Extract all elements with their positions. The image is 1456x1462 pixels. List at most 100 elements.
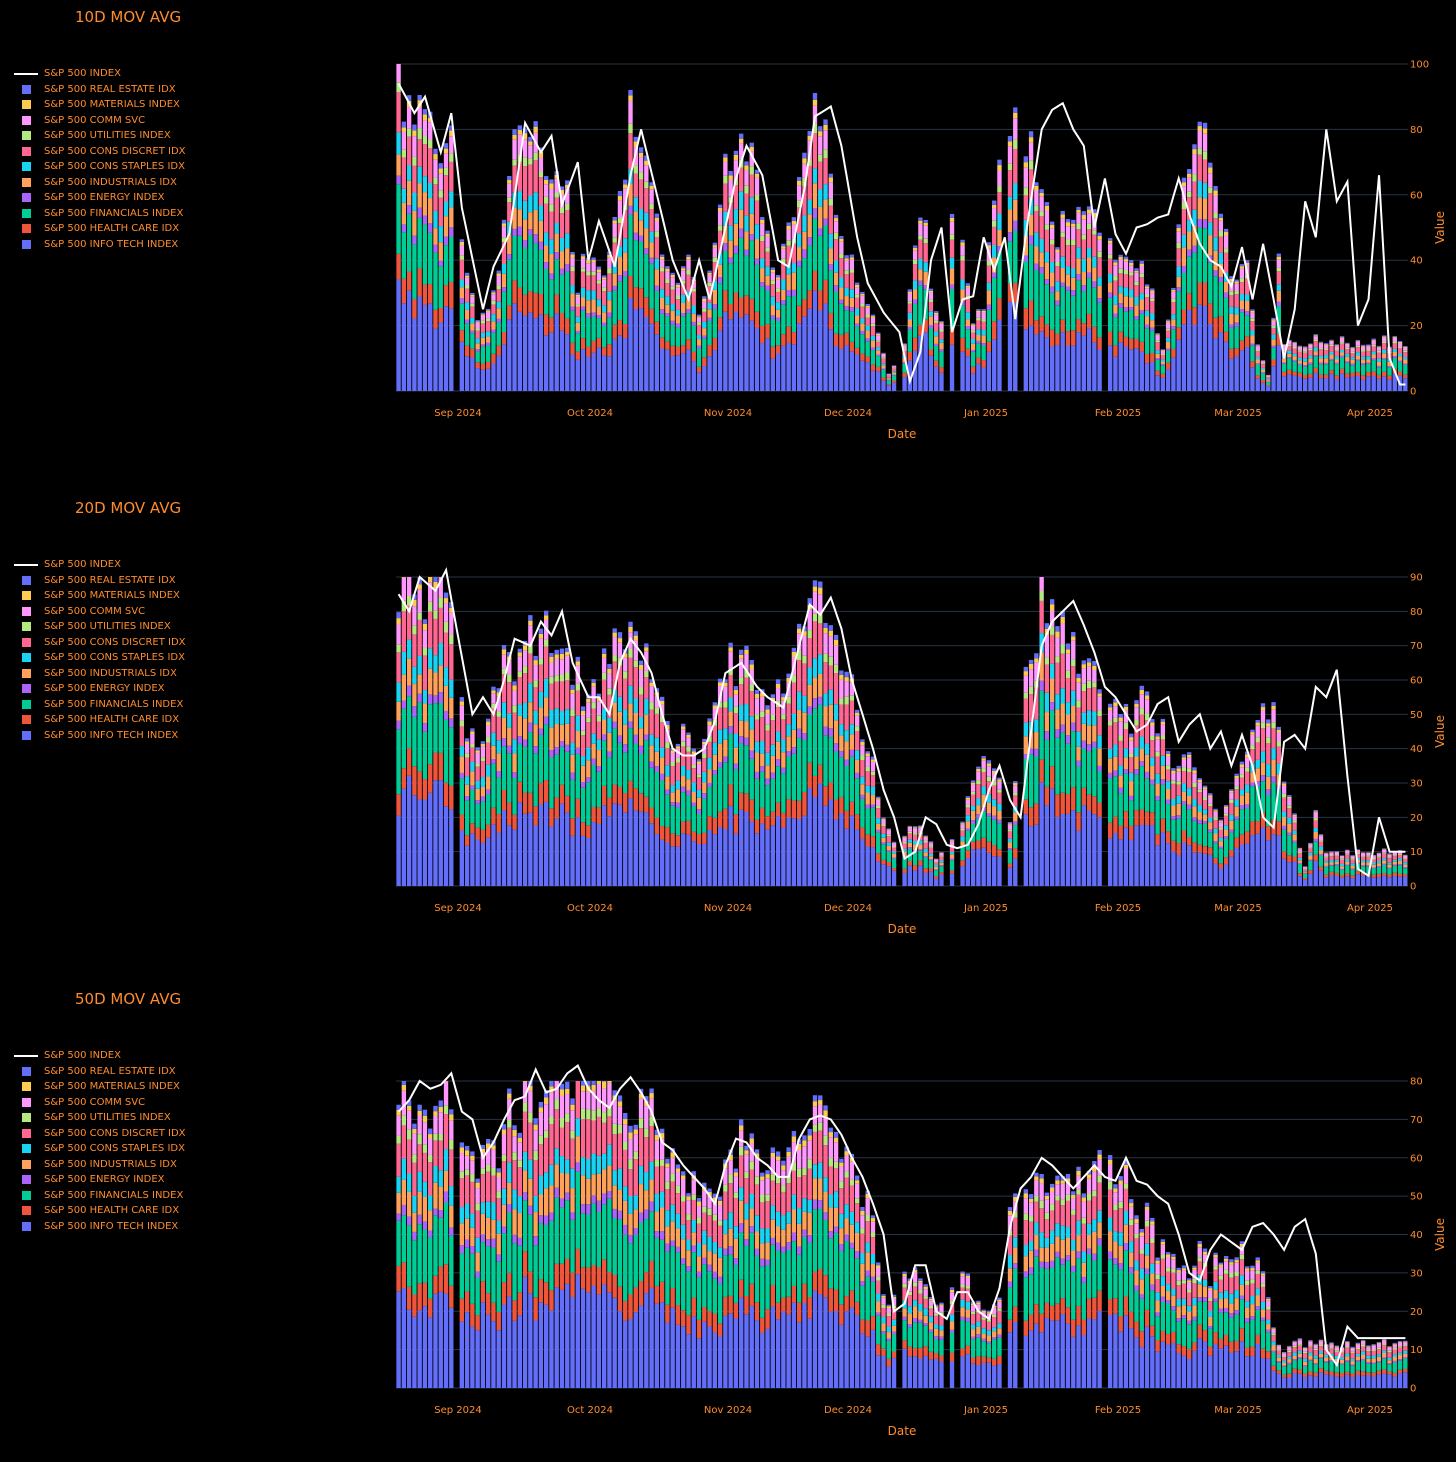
bar-stack[interactable] — [1398, 850, 1402, 886]
bar-stack[interactable] — [744, 161, 748, 391]
bar-stack[interactable] — [808, 598, 812, 886]
bar-stack[interactable] — [512, 1125, 516, 1388]
bar-stack[interactable] — [997, 160, 1001, 391]
bar-stack[interactable] — [533, 656, 537, 886]
bar-stack[interactable] — [460, 239, 464, 391]
bar-stack[interactable] — [1350, 855, 1354, 886]
bar-stack[interactable] — [850, 674, 854, 886]
bar-stack[interactable] — [960, 240, 964, 391]
bar-stack[interactable] — [1213, 186, 1217, 391]
bar-stack[interactable] — [1372, 339, 1376, 391]
bar-stack[interactable] — [1029, 660, 1033, 886]
bar-stack[interactable] — [1129, 734, 1133, 886]
bar-stack[interactable] — [1271, 702, 1275, 886]
bar-stack[interactable] — [423, 109, 427, 391]
bar-stack[interactable] — [1108, 704, 1112, 886]
bar-stack[interactable] — [428, 1129, 432, 1388]
bar-stack[interactable] — [1166, 751, 1170, 886]
bar-stack[interactable] — [470, 1151, 474, 1388]
bar-stack[interactable] — [1361, 345, 1365, 391]
bar-stack[interactable] — [423, 619, 427, 886]
bar-stack[interactable] — [613, 628, 617, 886]
bar-stack[interactable] — [1140, 261, 1144, 391]
bar-stack[interactable] — [607, 252, 611, 391]
bar-stack[interactable] — [1134, 268, 1138, 391]
bar-stack[interactable] — [887, 374, 891, 391]
bar-stack[interactable] — [639, 147, 643, 391]
bar-stack[interactable] — [507, 652, 511, 886]
bar-stack[interactable] — [934, 859, 938, 886]
bar-stack[interactable] — [402, 122, 406, 391]
bar-stack[interactable] — [1039, 189, 1043, 391]
bar-stack[interactable] — [860, 739, 864, 886]
bar-stack[interactable] — [439, 1100, 443, 1388]
bar-stack[interactable] — [1266, 719, 1270, 886]
bar-stack[interactable] — [1055, 626, 1059, 886]
bar-stack[interactable] — [555, 1081, 559, 1388]
bar-stack[interactable] — [1050, 222, 1054, 391]
bar-stack[interactable] — [1119, 714, 1123, 886]
bar-stack[interactable] — [1250, 309, 1254, 391]
bar-stack[interactable] — [544, 176, 548, 391]
bar-stack[interactable] — [702, 296, 706, 391]
bar-stack[interactable] — [623, 649, 627, 886]
bar-stack[interactable] — [1234, 280, 1238, 391]
bar-stack[interactable] — [412, 125, 416, 391]
bar-stack[interactable] — [481, 741, 485, 886]
bar-stack[interactable] — [660, 254, 664, 391]
bar-stack[interactable] — [855, 710, 859, 886]
bar-stack[interactable] — [570, 252, 574, 391]
bar-stack[interactable] — [844, 255, 848, 391]
bar-stack[interactable] — [1329, 340, 1333, 391]
bar-stack[interactable] — [1155, 333, 1159, 391]
bar-stack[interactable] — [1403, 855, 1407, 886]
bar-stack[interactable] — [734, 686, 738, 886]
bar-stack[interactable] — [1140, 686, 1144, 886]
bar-stack[interactable] — [481, 313, 485, 391]
bar-stack[interactable] — [992, 768, 996, 886]
bar-stack[interactable] — [966, 283, 970, 391]
bar-stack[interactable] — [465, 1146, 469, 1388]
bar-stack[interactable] — [1245, 752, 1249, 886]
bar-stack[interactable] — [676, 744, 680, 886]
bar-stack[interactable] — [1176, 766, 1180, 886]
bar-stack[interactable] — [460, 697, 464, 886]
bar-stack[interactable] — [1366, 345, 1370, 391]
bar-stack[interactable] — [628, 622, 632, 886]
bar-stack[interactable] — [586, 258, 590, 391]
bar-stack[interactable] — [1145, 284, 1149, 391]
bar-stack[interactable] — [950, 214, 954, 391]
bar-stack[interactable] — [1292, 342, 1296, 391]
bar-stack[interactable] — [581, 706, 585, 886]
bar-stack[interactable] — [1287, 795, 1291, 886]
bar-stack[interactable] — [433, 577, 437, 886]
bar-stack[interactable] — [834, 215, 838, 391]
bar-stack[interactable] — [1393, 851, 1397, 886]
bar-stack[interactable] — [1292, 813, 1296, 886]
bar-stack[interactable] — [1087, 658, 1091, 886]
bar-stack[interactable] — [713, 702, 717, 886]
bar-stack[interactable] — [549, 1081, 553, 1388]
bar-stack[interactable] — [692, 748, 696, 886]
bar-stack[interactable] — [781, 244, 785, 391]
bar-stack[interactable] — [528, 615, 532, 886]
bar-stack[interactable] — [1229, 276, 1233, 391]
bar-stack[interactable] — [449, 125, 453, 391]
bar-stack[interactable] — [813, 580, 817, 886]
bar-stack[interactable] — [818, 581, 822, 886]
bar-stack[interactable] — [1271, 318, 1275, 391]
bar-stack[interactable] — [560, 649, 564, 886]
bar-stack[interactable] — [871, 757, 875, 886]
bar-stack[interactable] — [1314, 334, 1318, 391]
bar-stack[interactable] — [486, 719, 490, 886]
bar-stack[interactable] — [602, 275, 606, 391]
bar-stack[interactable] — [1224, 229, 1228, 391]
bar-stack[interactable] — [1319, 834, 1323, 886]
bar-stack[interactable] — [686, 255, 690, 391]
bar-stack[interactable] — [1356, 340, 1360, 391]
bar-stack[interactable] — [491, 290, 495, 391]
bar-stack[interactable] — [597, 267, 601, 391]
bar-stack[interactable] — [1340, 336, 1344, 391]
bar-stack[interactable] — [1345, 343, 1349, 391]
bar-stack[interactable] — [987, 760, 991, 886]
